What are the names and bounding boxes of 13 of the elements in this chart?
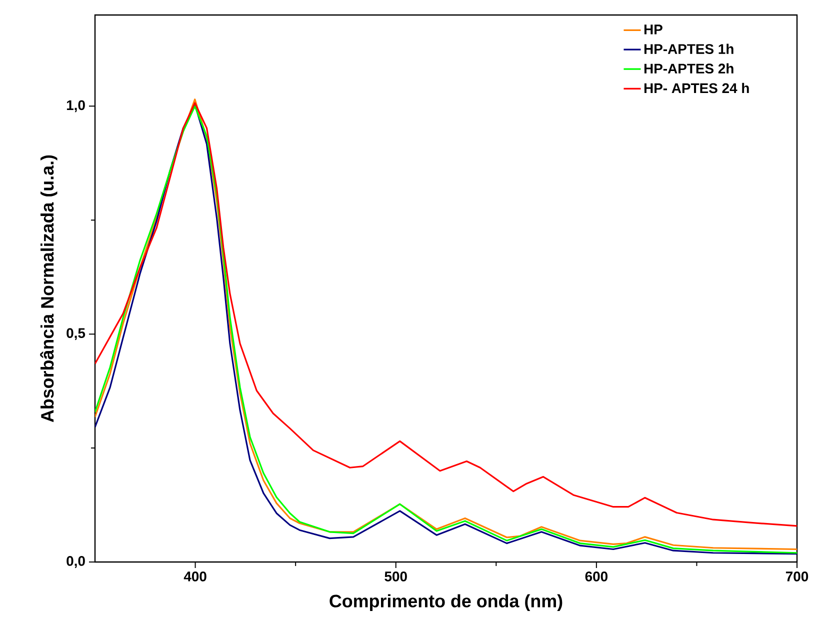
legend-label: HP-APTES 1h [644,44,734,54]
y-tick-label: 0,5 [66,328,86,340]
legend-label: HP-APTES 2h [644,63,734,74]
legend-label: HP- APTES 24 h [644,82,749,94]
x-tick-label: 400 [184,572,206,582]
y-axis-title: Absorbância Normalizada (u.a.) [40,155,58,422]
x-tick-label: 500 [384,572,407,582]
x-axis-title: Comprimento de onda (nm) [330,594,562,611]
y-tick-label: 1,0 [66,100,85,112]
x-tick-label: 700 [786,572,808,582]
legend-label: HP [644,24,662,34]
x-tick-label: 600 [585,572,608,582]
y-tick-label: 0,0 [66,556,85,568]
